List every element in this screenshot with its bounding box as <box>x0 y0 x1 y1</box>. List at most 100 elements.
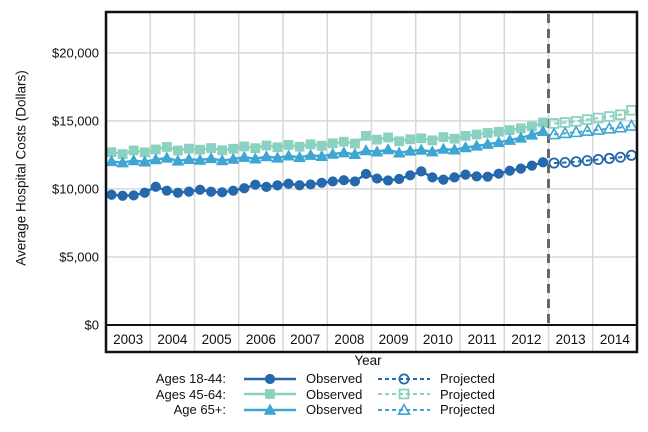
marker-triangle-filled <box>470 139 483 151</box>
marker-triangle-filled <box>315 149 328 161</box>
marker-circle-open <box>559 157 571 169</box>
marker-circle-filled <box>327 176 338 187</box>
marker-triangle-filled <box>370 145 384 157</box>
marker-circle-filled <box>250 179 261 190</box>
marker-circle-filled <box>493 168 504 179</box>
marker-circle-open <box>398 373 410 385</box>
marker-square-filled <box>239 141 250 152</box>
marker-triangle-open <box>547 127 561 140</box>
marker-square-filled <box>361 130 371 141</box>
marker-circle-filled <box>283 178 294 189</box>
marker-triangle-filled <box>392 146 406 158</box>
marker-triangle-filled <box>226 152 240 164</box>
marker-circle-filled <box>438 174 449 185</box>
marker-triangle-filled <box>282 149 295 161</box>
legend-series-label: Ages 18-44: <box>155 371 226 387</box>
marker-circle-filled <box>183 186 195 197</box>
marker-circle-filled <box>128 190 139 201</box>
marker-square-filled <box>316 140 327 151</box>
legend-row-ages-18-44: Ages 18-44: Observed Projected <box>138 371 648 387</box>
year-label: 2006 <box>246 332 276 347</box>
marker-square-filled <box>372 134 382 145</box>
legend: Ages 18-44: Observed Projected Ages 45-64: O… <box>0 371 648 418</box>
year-label: 2011 <box>468 332 497 347</box>
marker-square-filled <box>427 135 438 146</box>
marker-square-filled <box>515 123 526 134</box>
marker-circle-filled <box>371 173 383 184</box>
legend-projected-label: Projected <box>440 402 495 418</box>
marker-triangle-filled <box>238 150 251 162</box>
legend-projected-label: Projected <box>440 371 495 387</box>
marker-square-filled <box>228 143 239 154</box>
marker-circle-filled <box>264 373 276 384</box>
legend-projected-swatch <box>378 373 430 385</box>
marker-circle-open <box>548 157 560 169</box>
marker-circle-filled <box>405 170 416 181</box>
marker-circle-filled <box>117 190 128 201</box>
marker-triangle-filled <box>263 403 277 415</box>
marker-circle-filled <box>305 179 316 190</box>
marker-triangle-filled <box>260 150 273 162</box>
legend-series-label: Age 65+: <box>173 402 226 418</box>
marker-triangle-filled <box>293 150 306 163</box>
year-label: 2014 <box>600 332 631 347</box>
legend-row-ages-45-64: Ages 45-64: Observed Projected <box>138 387 648 403</box>
marker-circle-open <box>603 152 615 164</box>
marker-triangle-filled <box>149 153 163 165</box>
marker-square-filled <box>416 133 427 144</box>
year-label: 2009 <box>379 332 409 347</box>
series-line-observed-ages-18-44 <box>111 161 544 197</box>
marker-circle-filled <box>106 189 117 200</box>
marker-circle-filled <box>427 172 438 183</box>
marker-square-open <box>615 109 626 121</box>
marker-square-filled <box>338 136 349 147</box>
marker-triangle-filled <box>525 128 539 140</box>
marker-square-filled <box>150 144 161 155</box>
marker-triangle-open <box>602 121 617 134</box>
marker-circle-filled <box>526 160 538 171</box>
marker-triangle-filled <box>171 154 185 166</box>
marker-circle-filled <box>161 185 172 196</box>
series-line-observed-age-65 <box>111 130 544 164</box>
y-tick-label: $5,000 <box>59 249 99 264</box>
marker-square-open <box>398 388 410 400</box>
series-line-projected-ages-18-44 <box>553 154 632 165</box>
marker-square-filled <box>128 145 139 156</box>
year-label: 2007 <box>290 332 320 347</box>
legend-projected-swatch <box>378 388 430 400</box>
legend-series-label: Ages 45-64: <box>155 386 226 402</box>
marker-circle-filled <box>194 184 206 195</box>
marker-circle-filled <box>272 180 283 191</box>
marker-square-filled <box>161 142 172 152</box>
legend-observed-label: Observed <box>306 386 363 402</box>
marker-triangle-filled <box>138 155 151 167</box>
marker-circle-filled <box>416 166 427 177</box>
legend-observed-label: Observed <box>306 402 363 418</box>
marker-triangle-filled <box>481 137 494 149</box>
marker-square-filled <box>265 389 275 400</box>
marker-circle-filled <box>460 169 471 180</box>
marker-square-filled <box>261 140 272 151</box>
marker-triangle-filled <box>116 156 129 168</box>
marker-triangle-filled <box>437 142 450 154</box>
series-line-projected-age-65 <box>553 124 632 136</box>
marker-circle-filled <box>482 171 493 182</box>
marker-circle-filled <box>172 187 184 198</box>
marker-circle-filled <box>349 176 361 187</box>
marker-circle-filled <box>139 187 150 198</box>
marker-circle-open <box>614 151 626 163</box>
marker-triangle-open <box>558 126 572 139</box>
marker-triangle-filled <box>403 144 417 156</box>
marker-triangle-open <box>580 123 594 136</box>
marker-triangle-filled <box>359 144 373 156</box>
marker-triangle-filled <box>127 154 140 166</box>
plot-frame <box>104 10 639 354</box>
marker-triangle-filled <box>426 145 439 157</box>
marker-triangle-open <box>624 118 639 131</box>
year-label: 2010 <box>423 332 453 347</box>
series-markers-observed-ages-18-44 <box>106 157 549 201</box>
marker-square-filled <box>383 132 393 143</box>
marker-square-open <box>604 111 615 122</box>
marker-triangle-filled <box>536 124 550 137</box>
marker-triangle-open <box>591 122 606 135</box>
